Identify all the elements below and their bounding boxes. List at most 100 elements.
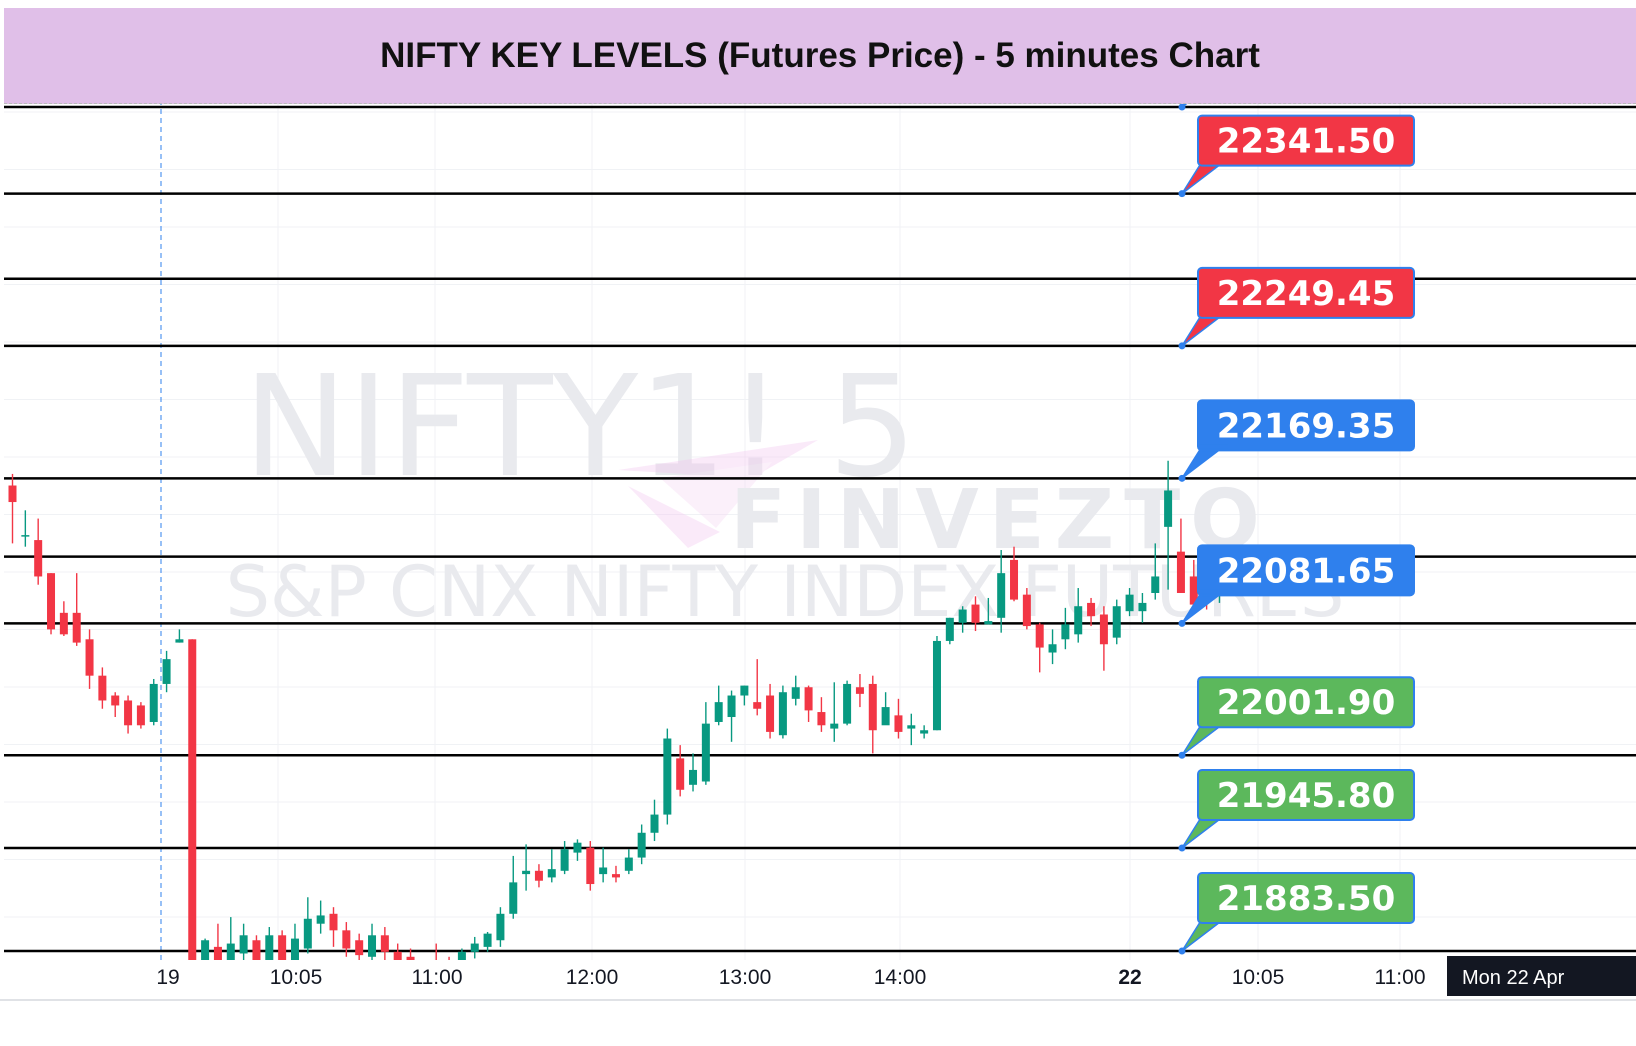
candle-body [971, 604, 980, 623]
level-anchor-dot [1178, 947, 1186, 955]
level-label-text: 21883.50 [1217, 879, 1396, 919]
candle-body [278, 935, 287, 971]
time-axis-label: 11:00 [1375, 966, 1426, 989]
candle-body [740, 685, 749, 696]
candle-body [34, 540, 43, 577]
level-anchor-dot [1178, 844, 1186, 852]
candle-body [663, 738, 672, 815]
watermark-symbol: NIFTY1! 5 [243, 346, 917, 509]
candle-body [85, 639, 94, 676]
level-anchor-dot [1178, 751, 1186, 759]
candle-body [72, 612, 81, 643]
candle-body [303, 918, 312, 949]
level-label-pivot: 22081.65 [1178, 544, 1415, 627]
level-label-seam [1200, 589, 1228, 594]
level-label-text: 22001.90 [1217, 683, 1396, 723]
candle-body [1189, 576, 1198, 605]
level-anchor-dot [1178, 619, 1186, 627]
candle-body [1164, 490, 1173, 527]
time-axis-label: 14:00 [874, 966, 927, 989]
candle-body [560, 849, 569, 871]
candle-body [1112, 606, 1121, 638]
candle-body [650, 814, 659, 833]
candle-body [380, 935, 389, 952]
level-label-box [1197, 399, 1415, 452]
candle-body [932, 640, 941, 731]
crosshair-date-badge [1447, 956, 1636, 996]
candle-body [843, 683, 852, 724]
level-anchor-dot [1178, 190, 1186, 198]
title-bar: NIFTY KEY LEVELS (Futures Price) - 5 min… [4, 8, 1636, 104]
candle-body [817, 712, 826, 726]
candle-body [496, 913, 505, 941]
candle-body [868, 683, 877, 731]
chart-title: NIFTY KEY LEVELS (Futures Price) - 5 min… [380, 35, 1260, 75]
candle-body [393, 951, 402, 964]
candle-body [534, 870, 543, 881]
candle-body [509, 882, 518, 914]
candle-body [111, 695, 120, 706]
candle-body [290, 938, 299, 966]
candle-body [753, 702, 762, 709]
candle-body [1048, 644, 1057, 653]
time-axis-label: 10:05 [270, 966, 323, 989]
level-label-support: 22001.90 [1178, 676, 1415, 759]
level-label-seam [1200, 813, 1228, 818]
time-axis-label: 22 [1118, 966, 1141, 989]
candle-body [791, 687, 800, 699]
time-axis-background [0, 960, 1636, 1000]
candle-body [226, 943, 235, 961]
time-axis-label: 19 [156, 966, 179, 989]
level-label-seam [1200, 444, 1228, 449]
candle-body [611, 874, 620, 878]
watermark: NIFTY1! 5 FINVEZTO S&P CNX NIFTY INDEX F… [226, 346, 1345, 633]
candle-body [252, 940, 261, 971]
candle-body [162, 659, 171, 684]
candle-body [624, 857, 633, 871]
time-axis-label: 12:00 [566, 966, 619, 989]
time-axis: 19 10:05 11:00 12:00 13:00 14:00 22 10:05 11:00 M… [0, 956, 1636, 1001]
candle-body [149, 683, 158, 722]
candle-body [239, 935, 248, 954]
watermark-name: S&P CNX NIFTY INDEX FUTURES [226, 551, 1345, 633]
level-label-text: 22169.35 [1217, 406, 1396, 446]
candle-body [766, 695, 775, 732]
candle-body [522, 870, 531, 875]
candle-body [342, 930, 351, 949]
candle-body [1010, 559, 1019, 600]
level-label-box [1197, 544, 1415, 597]
candle-body [945, 617, 954, 641]
candle-body [689, 769, 698, 785]
candles [8, 460, 1224, 990]
candle-body [1125, 594, 1134, 612]
level-label-box [1197, 266, 1415, 319]
candle-body [329, 913, 338, 931]
candle-body [1138, 602, 1147, 612]
level-label-seam [1200, 159, 1228, 164]
candle-body [470, 943, 479, 952]
candle-body [676, 758, 685, 790]
candle-body [637, 832, 646, 858]
candle-body [1022, 594, 1031, 627]
level-label-resistance: 22341.50 [1178, 114, 1415, 198]
candle-body [368, 935, 377, 957]
level-label-seam [1200, 917, 1228, 921]
candle-body [958, 609, 967, 623]
time-axis-label: 10:05 [1232, 966, 1285, 989]
level-label-box [1197, 768, 1415, 821]
level-anchor-dot [1178, 474, 1186, 482]
level-label-resistance: 22249.45 [1178, 266, 1415, 350]
candle-body [47, 573, 56, 630]
key-levels [4, 105, 1636, 953]
candle-body [1061, 624, 1070, 640]
level-label-support: 21945.80 [1178, 768, 1415, 852]
candle-body [316, 915, 325, 924]
candle-body [907, 725, 916, 729]
candle-body [59, 612, 68, 635]
time-axis-label: 13:00 [719, 966, 772, 989]
candle-body [8, 485, 17, 503]
level-label-seam [1200, 311, 1228, 316]
level-anchor-dot [1178, 342, 1186, 350]
candle-body [483, 933, 492, 947]
